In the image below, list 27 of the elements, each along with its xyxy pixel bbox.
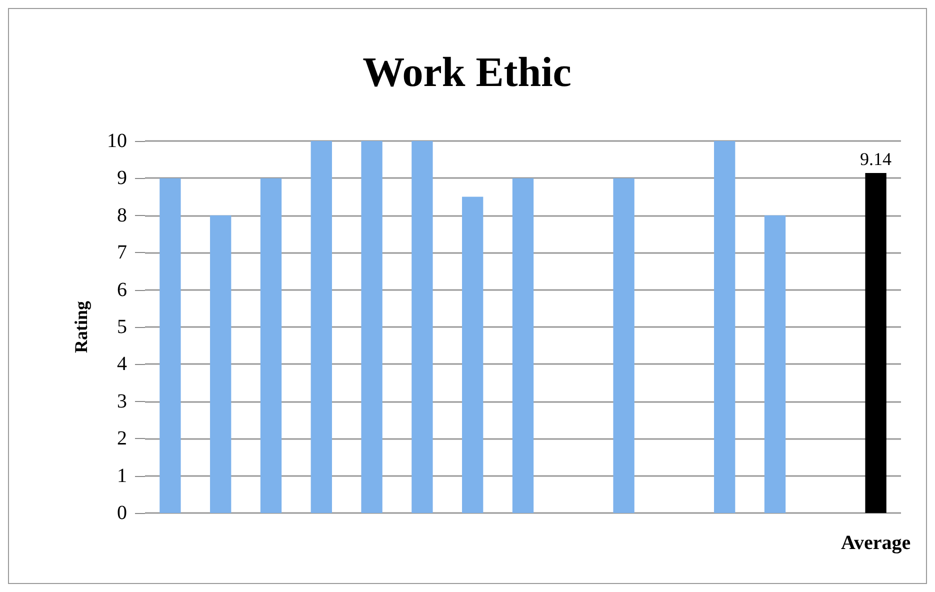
x-tick-label: Average [841,532,911,554]
bar [160,178,181,513]
chart-title: Work Ethic [362,50,572,96]
y-tick-label: 7 [117,242,127,264]
bar [764,215,786,513]
bar [714,141,736,513]
bar [310,141,332,513]
data-label: 9.14 [860,148,892,169]
bar [260,178,282,513]
y-tick-label: 1 [117,464,127,487]
bar [462,196,484,513]
y-tick-label: 6 [117,278,127,301]
y-tick-label: 9 [117,167,127,190]
y-tick-label: 10 [107,130,127,152]
y-tick-label: 0 [117,502,127,524]
y-tick-label: 8 [117,204,127,226]
y-axis-title: Rating [71,300,91,354]
y-tick-label: 2 [117,428,127,450]
bar [865,172,886,513]
y-tick-label: 4 [117,353,127,376]
y-tick-label: 5 [117,316,127,338]
bar [512,178,534,513]
bar [613,178,634,513]
y-tick-label: 3 [117,390,127,412]
bar [361,141,382,513]
bar [210,215,232,513]
bar [412,141,433,513]
